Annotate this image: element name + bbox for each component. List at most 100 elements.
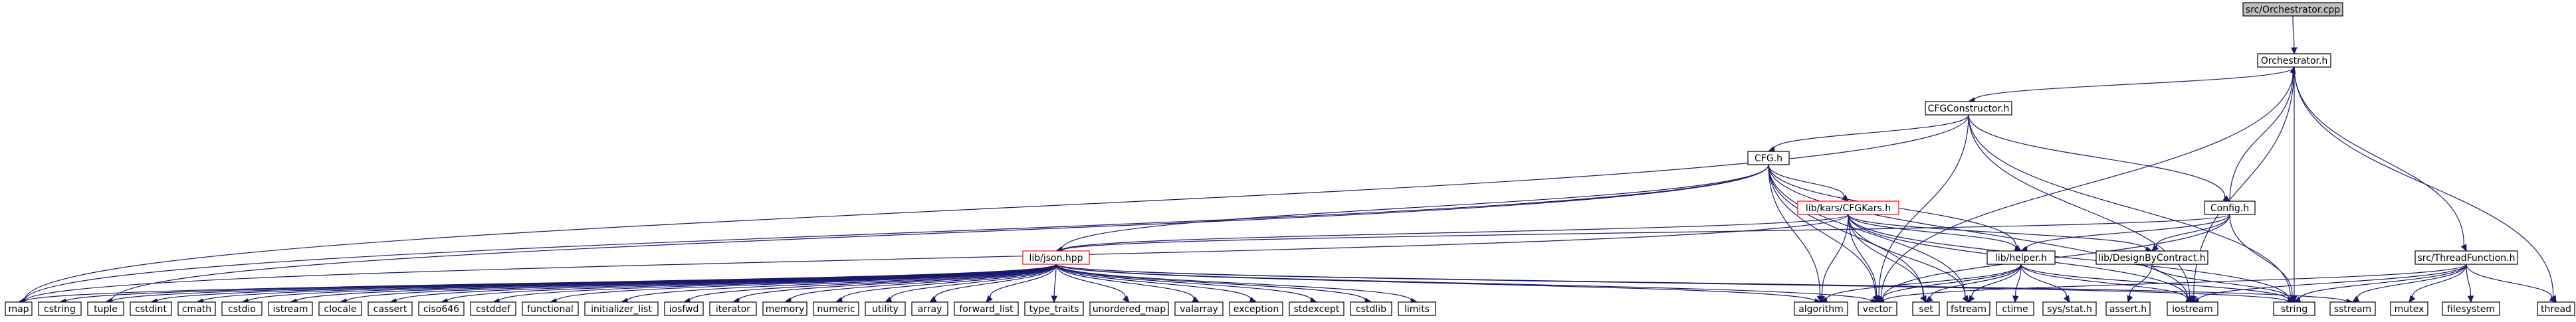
edge-json-to-array	[928, 264, 1057, 303]
edge-cfgkars-to-json	[1055, 214, 1849, 254]
edge-helper-to-fstream	[1968, 264, 2022, 303]
node-box	[1398, 301, 1436, 316]
node-cmath[interactable]: cmath	[177, 301, 216, 316]
node-label: ctime	[2002, 304, 2028, 315]
node-initializer-list[interactable]: initializer_list	[584, 301, 659, 316]
node-label: iosfwd	[669, 304, 699, 315]
node-lib-kars-cfgkars-h[interactable]: lib/kars/CFGKars.h	[1797, 201, 1899, 215]
node-src-orchestrator-cpp[interactable]: src/Orchestrator.cpp	[2242, 2, 2343, 17]
node-clocale[interactable]: clocale	[318, 301, 362, 316]
node-valarray[interactable]: valarray	[1174, 301, 1224, 316]
node-map[interactable]: map	[5, 301, 33, 316]
node-cfg-h[interactable]: CFG.h	[1747, 151, 1790, 165]
node-label: unordered_map	[1093, 304, 1166, 315]
edge-orch-to-thread	[2294, 66, 2467, 252]
node-stdexcept[interactable]: stdexcept	[1289, 301, 1344, 316]
node-cassert[interactable]: cassert	[368, 301, 413, 316]
node-label: lib/json.hpp	[1029, 253, 1083, 264]
node-box	[38, 301, 82, 316]
node-functional[interactable]: functional	[522, 301, 579, 316]
edge-thread-to-sstream	[2351, 264, 2467, 303]
node-sstream[interactable]: sstream	[2329, 301, 2376, 316]
node-box	[1794, 301, 1848, 316]
node-forward-list[interactable]: forward_list	[954, 301, 1019, 316]
node-type-traits[interactable]: type_traits	[1024, 301, 1084, 316]
node-iosfwd[interactable]: iosfwd	[664, 301, 704, 316]
node-memory[interactable]: memory	[762, 301, 807, 316]
node-box	[2257, 53, 2331, 68]
node-box	[1947, 301, 1990, 316]
node-box	[1996, 301, 2034, 316]
node-label: lib/helper.h	[1995, 253, 2047, 264]
node-istream[interactable]: istream	[268, 301, 313, 316]
node-box	[2105, 301, 2151, 316]
edge-orch-to-string	[2291, 67, 2298, 303]
node-config-h[interactable]: Config.h	[2204, 201, 2256, 215]
node-algorithm[interactable]: algorithm	[1794, 301, 1848, 316]
node-numeric[interactable]: numeric	[813, 301, 859, 316]
node-box	[865, 301, 906, 316]
node-lib-helper-h[interactable]: lib/helper.h	[1986, 250, 2056, 265]
node-src-threadfunction-h[interactable]: src/ThreadFunction.h	[2415, 250, 2518, 265]
node-iterator[interactable]: iterator	[709, 301, 757, 316]
node-box	[584, 301, 659, 316]
node-box	[911, 301, 948, 316]
node-ctime[interactable]: ctime	[1996, 301, 2034, 316]
edge-cfg-to-cfgkars	[1768, 164, 1849, 202]
node-label: memory	[766, 304, 805, 315]
node-filesystem[interactable]: filesystem	[2442, 301, 2500, 316]
edge-json-to-type_traits	[1051, 264, 1058, 303]
edge-thread-to-iostream	[2191, 264, 2467, 304]
node-box	[1289, 301, 1344, 316]
node-box	[268, 301, 313, 316]
node-cstring[interactable]: cstring	[38, 301, 82, 316]
node-label: cstdlib	[1356, 304, 1386, 315]
node-box	[1350, 301, 1392, 316]
node-mutex[interactable]: mutex	[2390, 301, 2428, 316]
node-box	[1986, 250, 2056, 265]
node-label: cassert	[374, 304, 407, 315]
node-lib-json-hpp[interactable]: lib/json.hpp	[1022, 250, 1090, 265]
node-vector[interactable]: vector	[1858, 301, 1897, 316]
node-label: istream	[273, 304, 308, 315]
node-label: thread	[2541, 304, 2571, 315]
node-array[interactable]: array	[911, 301, 948, 316]
edge-cfg-to-algorithm	[1768, 164, 1823, 303]
node-ciso646[interactable]: ciso646	[418, 301, 465, 316]
edge-dbc-to-asserth	[2127, 264, 2153, 303]
node-string[interactable]: string	[2273, 301, 2315, 316]
node-cstddef[interactable]: cstddef	[470, 301, 516, 316]
node-box	[1022, 250, 1090, 265]
node-cstdint[interactable]: cstdint	[130, 301, 172, 316]
node-box	[1229, 301, 1283, 316]
edge-cfgkars-to-algorithm	[1818, 214, 1849, 303]
node-label: iterator	[716, 304, 750, 315]
node-tuple[interactable]: tuple	[87, 301, 124, 316]
node-cfgconstructor-h[interactable]: CFGConstructor.h	[1925, 101, 2012, 116]
node-iostream[interactable]: iostream	[2167, 301, 2218, 316]
edge-cfg-to-tuple	[104, 164, 1769, 305]
node-label: lib/kars/CFGKars.h	[1806, 203, 1891, 214]
node-label: cstdio	[228, 304, 256, 315]
node-cstdio[interactable]: cstdio	[221, 301, 263, 316]
node-set[interactable]: set	[1912, 301, 1940, 316]
node-lib-designbycontract-h[interactable]: lib/DesignByContract.h	[2095, 250, 2208, 265]
node-box	[1858, 301, 1897, 316]
node-orchestrator-h[interactable]: Orchestrator.h	[2257, 53, 2331, 68]
node-label: filesystem	[2447, 304, 2495, 315]
node-thread[interactable]: thread	[2537, 301, 2575, 316]
node-sys-stat-h[interactable]: sys/stat.h	[2042, 301, 2097, 316]
node-box	[1174, 301, 1224, 316]
node-limits[interactable]: limits	[1398, 301, 1436, 316]
node-exception[interactable]: exception	[1229, 301, 1283, 316]
node-assert-h[interactable]: assert.h	[2105, 301, 2151, 316]
node-cstdlib[interactable]: cstdlib	[1350, 301, 1392, 316]
node-fstream[interactable]: fstream	[1947, 301, 1990, 316]
node-label: array	[918, 304, 942, 315]
node-label: clocale	[324, 304, 357, 315]
edge-root-to-orch	[2291, 15, 2298, 55]
node-label: vector	[1863, 304, 1893, 315]
node-unordered-map[interactable]: unordered_map	[1089, 301, 1169, 316]
node-box	[2442, 301, 2500, 316]
node-utility[interactable]: utility	[865, 301, 906, 316]
